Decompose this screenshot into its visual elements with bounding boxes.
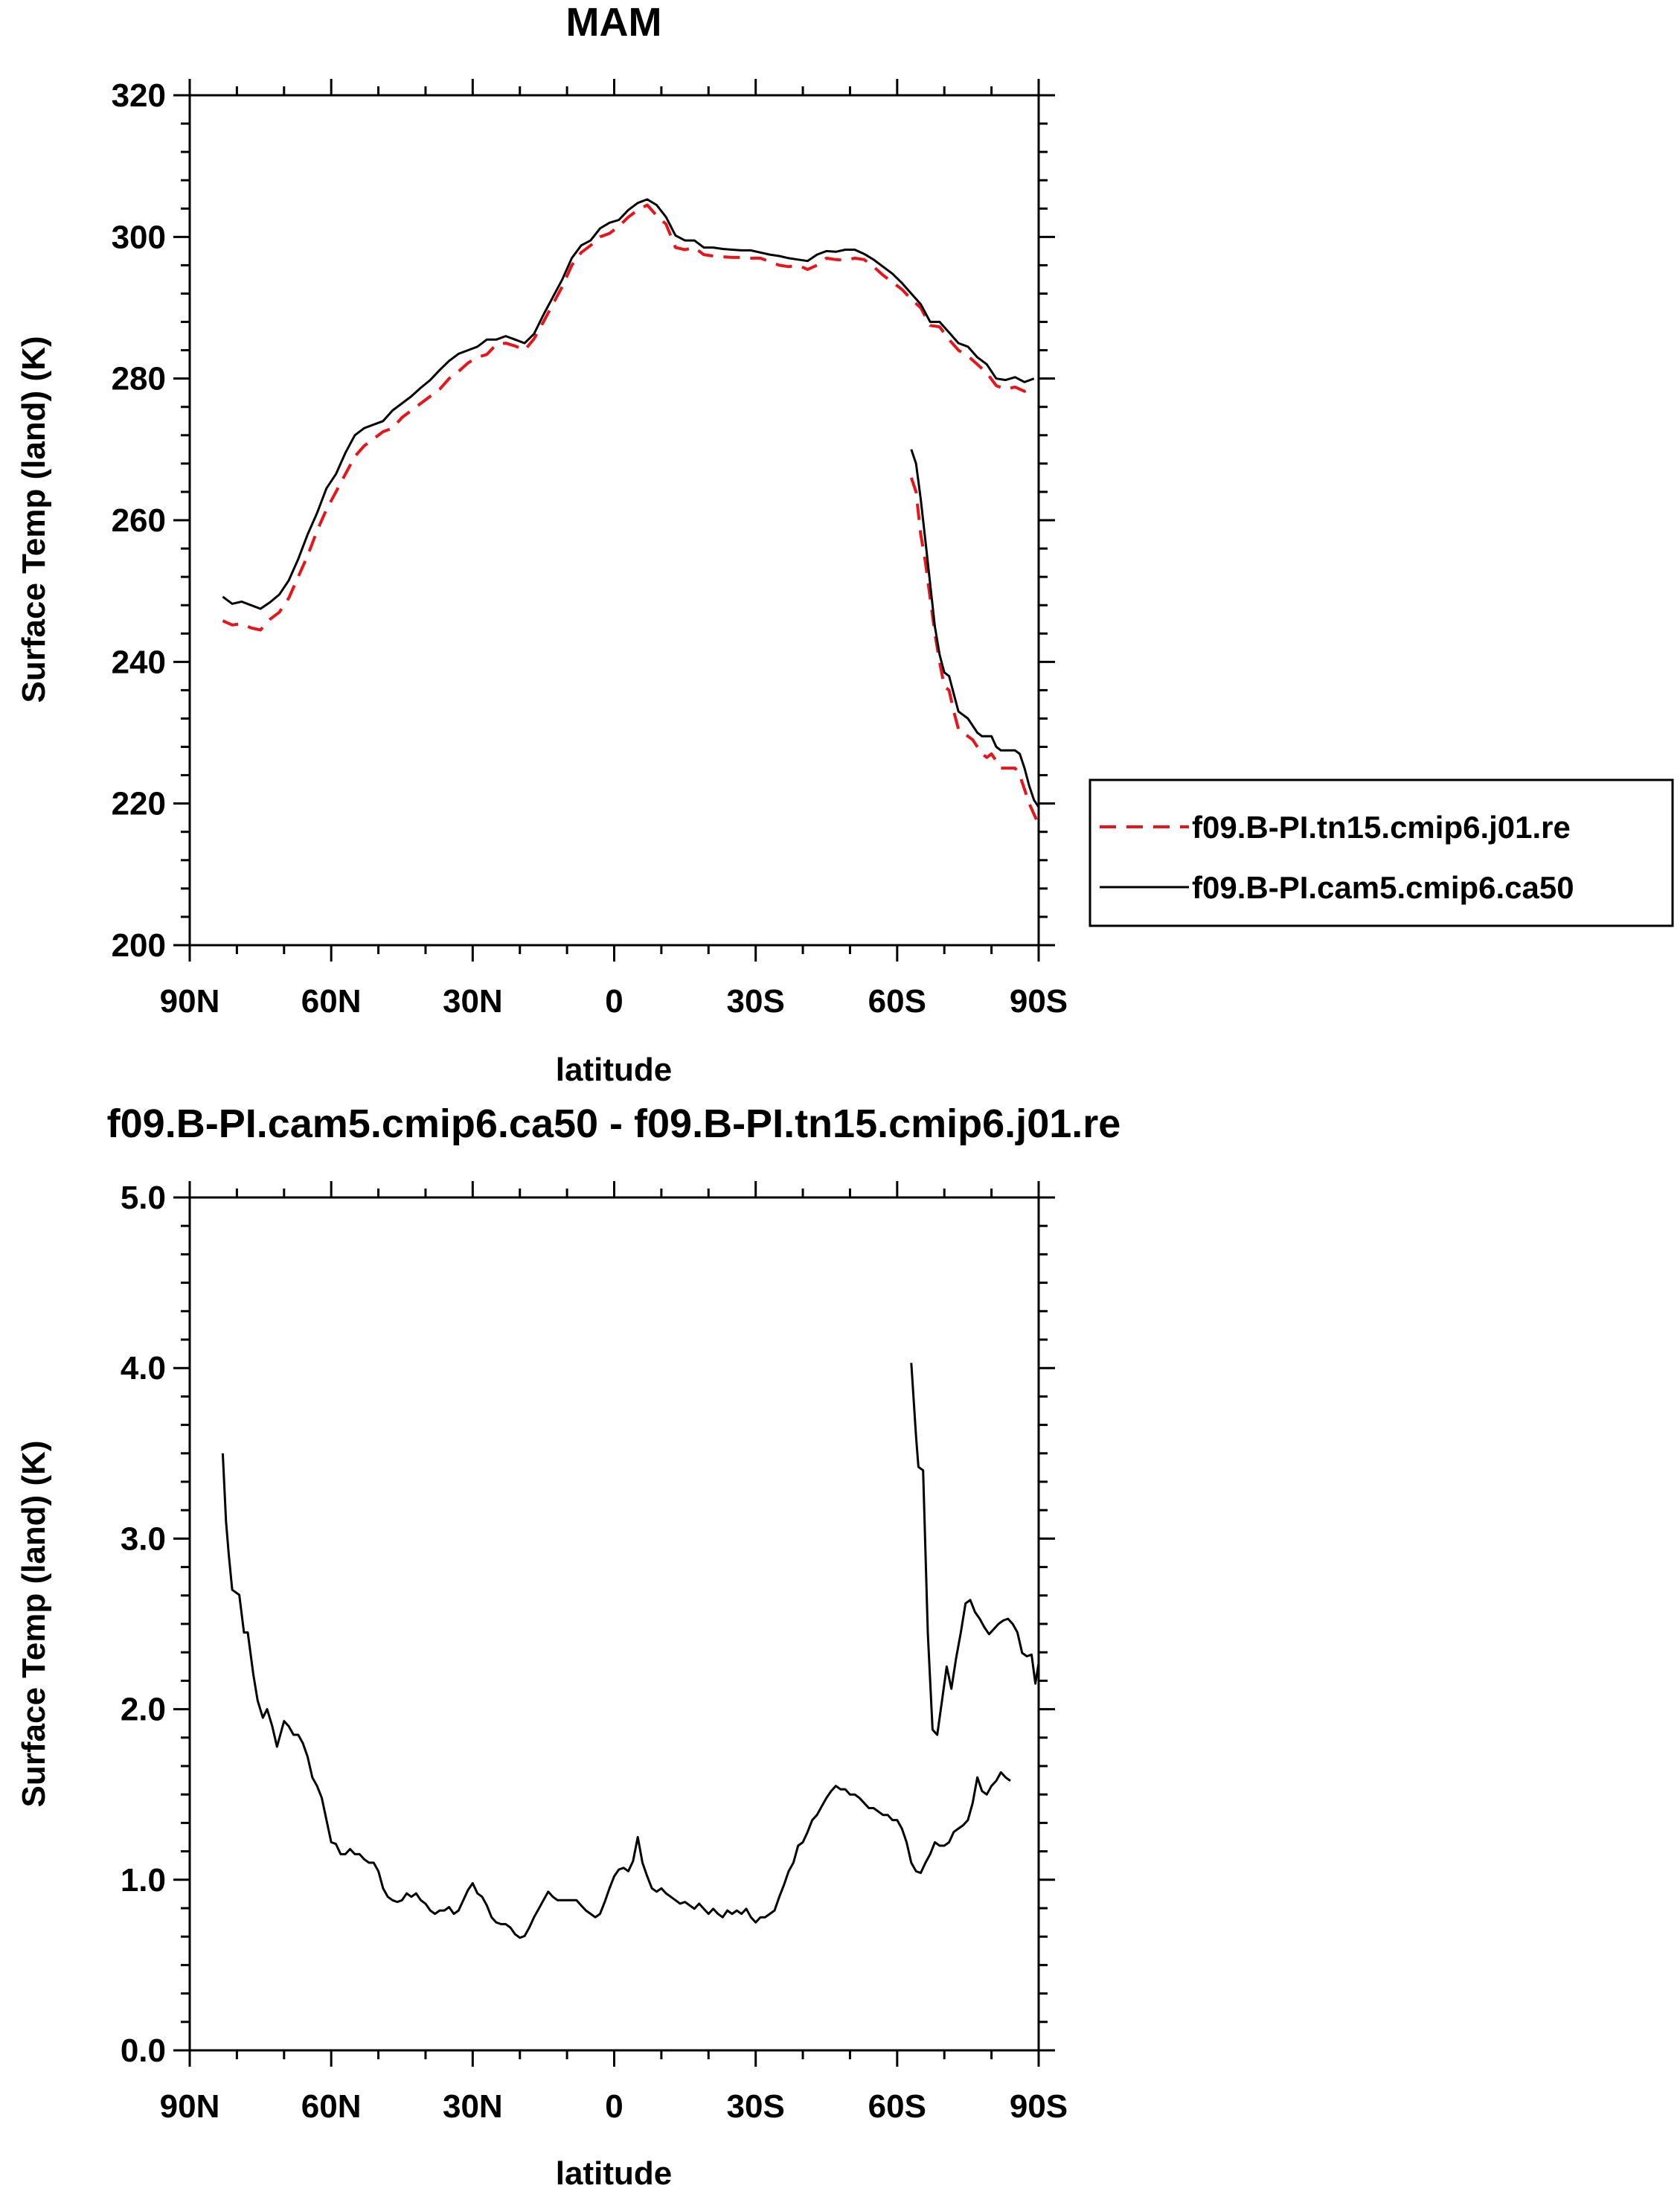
x-tick-label: 90S [1010,2088,1068,2125]
x-tick-label: 30N [443,983,503,1020]
plot-frame-bottom [188,1196,1040,2052]
y-tick-label: 5.0 [121,1180,166,1216]
x-tick-label: 0 [605,983,623,1020]
legend: f09.B-PI.tn15.cmip6.j01.re f09.B-PI.cam5… [1089,778,1674,927]
y-tick-label: 220 [112,786,166,822]
tick-labels-bottom: 90N 60N 30N 0 30S 60S 90S 0.0 1.0 2.0 3.0 4.0 5.0 [121,1180,1068,2125]
tick-marks-bottom [173,1181,1055,2067]
y-tick-label: 1.0 [121,1862,166,1899]
y-tick-label: 300 [112,219,166,255]
legend-label-series-2: f09.B-PI.cam5.cmip6.ca50 [1192,870,1574,905]
chart-title-top: MAM [566,0,662,45]
x-tick-label: 60N [301,2088,362,2125]
y-tick-label: 320 [112,77,166,114]
y-tick-label: 2.0 [121,1692,166,1728]
legend-label-series-1: f09.B-PI.tn15.cmip6.j01.re [1192,810,1571,845]
x-tick-label: 60S [868,983,926,1020]
x-tick-label: 60N [301,983,362,1020]
x-tick-label: 90S [1010,983,1068,1020]
panel-top-mam: MAM 90N 60N 30N 0 30S 60S 90S 200 220 240 260 280 30… [16,0,1674,1088]
y-axis-label-bottom: Surface Temp (land) (K) [16,1440,52,1807]
x-tick-label: 90N [160,2088,220,2125]
x-axis-label-top: latitude [556,1052,672,1088]
legend-box [1089,778,1674,927]
chart-title-bottom: f09.B-PI.cam5.cmip6.ca50 - f09.B-PI.tn15… [107,1101,1121,1146]
y-tick-label: 0.0 [121,2032,166,2069]
y-tick-label: 260 [112,502,166,539]
x-tick-label: 60S [868,2088,926,2125]
series-1-line-segment-1 [222,203,1035,632]
x-tick-label: 30S [727,2088,785,2125]
x-tick-label: 30N [443,2088,503,2125]
series-2-line-segment-2 [910,449,1040,808]
plot-frame-top [188,94,1040,947]
series-1-line-segment-2 [909,477,1040,826]
x-axis-label-bottom: latitude [556,2155,672,2191]
series-1-line-segment-2 [910,1363,1040,1736]
y-tick-label: 4.0 [121,1350,166,1386]
tick-labels-top: 90N 60N 30N 0 30S 60S 90S 200 220 240 260 280 300 320 [112,77,1068,1020]
series-lines-bottom [221,1363,1040,1939]
y-tick-label: 240 [112,644,166,680]
y-tick-label: 3.0 [121,1520,166,1557]
y-axis-label-top: Surface Temp (land) (K) [16,336,52,703]
series-lines-top [222,198,1040,826]
x-tick-label: 30S [727,983,785,1020]
tick-marks-top [173,79,1055,962]
y-tick-label: 200 [112,927,166,964]
series-1-line-segment-1 [221,1453,1011,1939]
y-tick-label: 280 [112,361,166,397]
panel-bottom-difference: f09.B-PI.cam5.cmip6.ca50 - f09.B-PI.tn15… [16,1101,1120,2191]
x-tick-label: 90N [160,983,220,1020]
x-tick-label: 0 [605,2088,623,2125]
series-2-line-segment-1 [222,198,1035,610]
